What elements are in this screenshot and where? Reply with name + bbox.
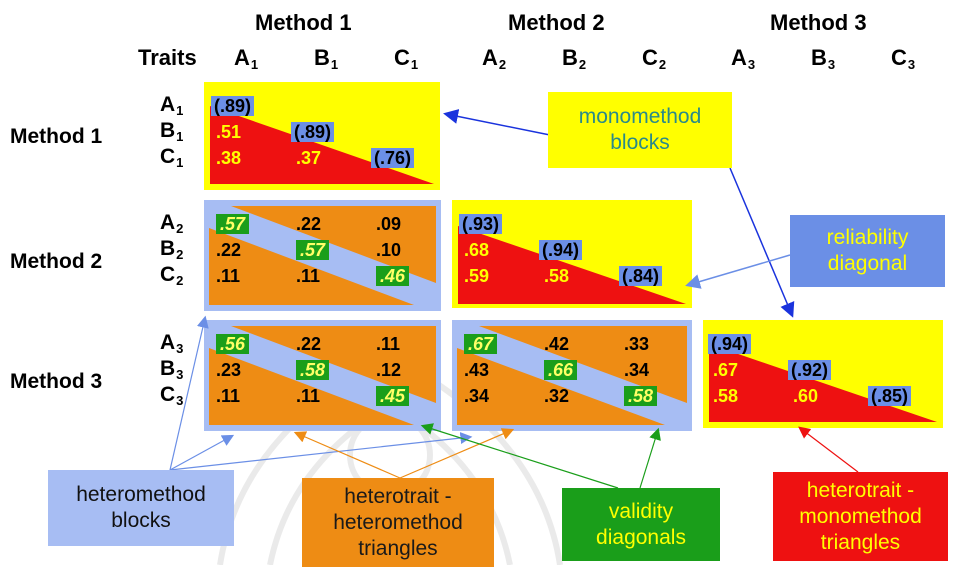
validity-value: .58	[296, 359, 330, 381]
header-method-1: Method 1	[255, 10, 352, 35]
validity-value: .57	[216, 213, 250, 235]
arrow-monomethod-1	[443, 109, 551, 136]
heterotrait-heteromethod-value: .11	[216, 266, 241, 286]
reliability-value: (.93)	[459, 213, 503, 235]
validity-value: .45	[376, 385, 410, 407]
row-trait-c2: C2	[160, 263, 184, 288]
arrow-htmm	[798, 426, 859, 473]
header-method-3: Method 3	[770, 10, 867, 35]
heterotrait-heteromethod-value: .11	[216, 386, 241, 406]
column-trait-c3: C3	[891, 45, 916, 72]
validity-value: .46	[376, 265, 410, 287]
row-method-3: Method 3	[10, 370, 103, 393]
reliability-value: (.94)	[708, 333, 752, 355]
heterotrait-heteromethod-value: .42	[544, 334, 570, 354]
column-trait-a2: A2	[482, 45, 507, 72]
heterotrait-heteromethod-value: .33	[624, 334, 650, 354]
heterotrait-heteromethod-value: .22	[296, 214, 322, 234]
column-trait-a1: A1	[234, 45, 259, 72]
heterotrait-monomethod-value: .59	[464, 266, 490, 286]
column-trait-c2: C2	[642, 45, 667, 72]
callout-validity-diagonals: validity diagonals	[562, 488, 720, 561]
arrow-reliability	[685, 254, 791, 289]
heterotrait-monomethod-value: .58	[713, 386, 739, 406]
heterotrait-monomethod-value: .38	[216, 148, 242, 168]
heterotrait-monomethod-value: .37	[296, 148, 322, 168]
row-trait-a3: A3	[160, 331, 184, 356]
heterotrait-heteromethod-value: .11	[296, 386, 321, 406]
arrow-heteromethod-a	[169, 315, 209, 471]
row-trait-b1: B1	[160, 119, 184, 144]
column-trait-b2: B2	[562, 45, 587, 72]
heterotrait-heteromethod-value: .11	[376, 334, 401, 354]
column-trait-b1: B1	[314, 45, 339, 72]
column-trait-c1: C1	[394, 45, 419, 72]
heterotrait-monomethod-value: .58	[544, 266, 570, 286]
callout-reliability-diagonal: reliability diagonal	[790, 215, 945, 287]
arrow-hthm-b	[399, 428, 515, 479]
reliability-value: (.92)	[788, 359, 832, 381]
traits-label: Traits	[138, 45, 197, 70]
row-trait-b2: B2	[160, 237, 184, 262]
heterotrait-heteromethod-value: .12	[376, 360, 402, 380]
row-trait-a2: A2	[160, 211, 184, 236]
row-trait-a1: A1	[160, 93, 184, 118]
column-trait-b3: B3	[811, 45, 836, 72]
heterotrait-monomethod-value: .51	[216, 122, 242, 142]
validity-value: .56	[216, 333, 250, 355]
callout-monomethod-blocks: monomethod blocks	[548, 92, 732, 168]
reliability-value: (.94)	[539, 239, 583, 261]
arrow-hthm-a	[293, 431, 401, 479]
reliability-value: (.76)	[371, 147, 415, 169]
row-method-2: Method 2	[10, 250, 103, 273]
heterotrait-monomethod-value: .60	[793, 386, 819, 406]
heterotrait-heteromethod-value: .11	[296, 266, 321, 286]
row-method-1: Method 1	[10, 125, 103, 148]
heterotrait-monomethod-value: .68	[464, 240, 490, 260]
heterotrait-monomethod-value: .67	[713, 360, 739, 380]
callout-heteromethod-blocks: heteromethod blocks	[48, 470, 234, 546]
row-trait-c3: C3	[160, 383, 184, 408]
header-method-2: Method 2	[508, 10, 605, 35]
validity-value: .67	[464, 333, 498, 355]
arrow-heteromethod-c	[169, 432, 473, 471]
arrow-validity-a	[420, 423, 619, 489]
callout-heterotrait-heteromethod-triangles: heterotrait - heteromethod triangles	[302, 478, 494, 567]
heterotrait-heteromethod-value: .22	[216, 240, 242, 260]
arrow-monomethod-3	[729, 167, 795, 318]
callout-heterotrait-monomethod-triangles: heterotrait - monomethod triangles	[773, 472, 948, 561]
row-trait-c1: C1	[160, 145, 184, 170]
validity-value: .57	[296, 239, 330, 261]
column-trait-a3: A3	[731, 45, 756, 72]
arrow-validity-b	[639, 427, 661, 489]
validity-value: .66	[544, 359, 578, 381]
reliability-value: (.85)	[868, 385, 912, 407]
heterotrait-heteromethod-value: .34	[624, 360, 650, 380]
heterotrait-heteromethod-value: .09	[376, 214, 402, 234]
arrow-heteromethod-b	[169, 434, 235, 471]
row-trait-b3: B3	[160, 357, 184, 382]
validity-value: .58	[624, 385, 658, 407]
heterotrait-heteromethod-value: .23	[216, 360, 242, 380]
reliability-value: (.89)	[211, 95, 255, 117]
heterotrait-heteromethod-value: .34	[464, 386, 490, 406]
heterotrait-heteromethod-value: .10	[376, 240, 402, 260]
heterotrait-heteromethod-value: .43	[464, 360, 490, 380]
heterotrait-heteromethod-value: .22	[296, 334, 322, 354]
reliability-value: (.89)	[291, 121, 335, 143]
reliability-value: (.84)	[619, 265, 663, 287]
heterotrait-heteromethod-value: .32	[544, 386, 570, 406]
